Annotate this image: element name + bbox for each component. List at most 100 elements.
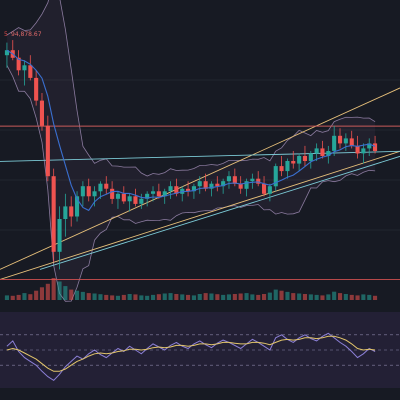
- candle-body: [308, 153, 313, 162]
- candle-body: [168, 186, 173, 192]
- candle: [314, 143, 319, 162]
- volume-bar: [151, 294, 156, 300]
- candle: [139, 193, 144, 209]
- candle: [343, 133, 348, 151]
- candle: [4, 42, 9, 68]
- candle: [250, 173, 255, 189]
- volume-bar: [104, 294, 109, 300]
- candle: [121, 186, 126, 204]
- volume-bar: [110, 295, 115, 300]
- candle-body: [162, 191, 167, 197]
- volume-bar: [226, 294, 231, 300]
- candle: [326, 145, 331, 164]
- volume-bar: [209, 293, 214, 300]
- candle: [45, 115, 50, 182]
- candle: [63, 193, 68, 237]
- candle: [110, 181, 115, 204]
- candle-body: [115, 193, 120, 199]
- candle-body: [338, 135, 343, 144]
- candle-body: [151, 191, 156, 194]
- volume-bar: [16, 294, 21, 300]
- candle: [215, 176, 220, 192]
- candle-body: [232, 176, 237, 184]
- candle-body: [267, 186, 272, 194]
- candle: [75, 191, 80, 222]
- candle-body: [139, 198, 144, 204]
- volume-bar: [162, 293, 167, 300]
- volume-bar: [355, 295, 360, 300]
- candle-body: [28, 65, 33, 78]
- band-lower: [6, 65, 376, 302]
- candle: [51, 168, 56, 262]
- trend-lines: [0, 87, 400, 280]
- candle: [28, 55, 33, 81]
- candle-body: [244, 181, 249, 189]
- volume-bar: [10, 295, 15, 300]
- candle: [197, 176, 202, 194]
- volume-bar: [238, 293, 243, 300]
- bollinger-bands: [6, 0, 376, 302]
- candle-body: [279, 166, 284, 172]
- candle-body: [75, 196, 80, 217]
- candle-body: [4, 50, 9, 56]
- volume-bar: [314, 294, 319, 300]
- candle: [104, 176, 109, 194]
- volume-bar: [197, 294, 202, 300]
- candle: [186, 181, 191, 197]
- volume-bar: [215, 294, 220, 300]
- candle-body: [320, 148, 325, 156]
- candle: [57, 206, 62, 270]
- candle: [308, 150, 313, 169]
- candle-body: [69, 206, 74, 217]
- candle: [244, 178, 249, 197]
- candle-body: [314, 148, 319, 154]
- volume-bar: [232, 294, 237, 300]
- volume-bar: [121, 294, 126, 300]
- candle-body: [156, 191, 161, 197]
- volume-bar: [367, 294, 372, 300]
- candle-body: [98, 183, 103, 192]
- candle-body: [297, 156, 302, 164]
- volume-bar: [285, 291, 290, 300]
- candle-body: [226, 176, 231, 182]
- moving-average: [6, 49, 376, 212]
- volume-bar: [139, 295, 144, 300]
- candle-body: [343, 138, 348, 144]
- volume-bar: [45, 283, 50, 300]
- candle: [133, 188, 138, 207]
- candle-body: [127, 196, 132, 202]
- candle-body: [373, 143, 378, 151]
- price-label-value: 94,878.67: [11, 31, 42, 38]
- candle: [273, 163, 278, 192]
- candle-body: [80, 186, 85, 197]
- trend-line-ascending: [39, 155, 400, 270]
- candle: [262, 176, 267, 197]
- candle: [191, 183, 196, 199]
- volume-bar: [320, 295, 325, 300]
- volume-bar: [75, 290, 80, 300]
- candle-body: [104, 183, 109, 189]
- candle: [279, 156, 284, 177]
- candle-body: [121, 193, 126, 202]
- volume-bar: [80, 291, 85, 300]
- volume-bar: [191, 295, 196, 300]
- candle-body: [203, 181, 208, 189]
- volume-bar: [69, 289, 74, 300]
- volume-bar: [291, 293, 296, 300]
- candle-body: [326, 151, 331, 156]
- band-upper: [6, 0, 376, 177]
- volume-bar: [168, 293, 173, 300]
- volume-bar: [349, 294, 354, 300]
- price-label-prefix: 5: [4, 31, 8, 38]
- candle-body: [332, 135, 337, 151]
- volume-bar: [273, 289, 278, 300]
- candle: [226, 171, 231, 189]
- band-fill: [6, 0, 376, 302]
- candle: [86, 178, 91, 202]
- candle-body: [16, 57, 21, 71]
- candle: [98, 181, 103, 199]
- candle: [256, 171, 261, 187]
- moving-average-line: [6, 49, 376, 212]
- candle: [267, 183, 272, 202]
